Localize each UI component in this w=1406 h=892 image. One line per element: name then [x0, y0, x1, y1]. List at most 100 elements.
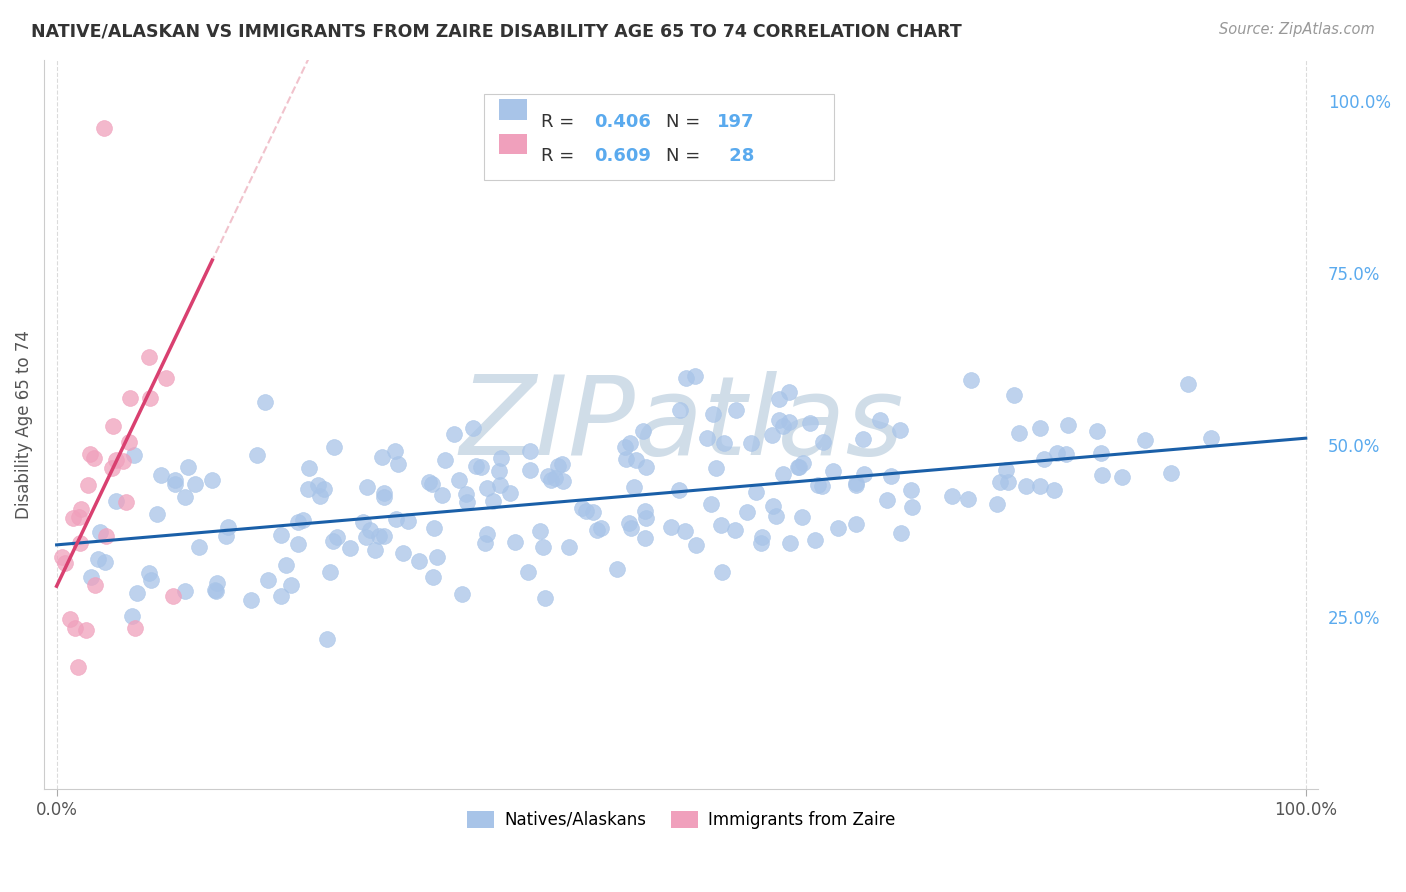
Point: [619, 436, 641, 450]
Point: [163, 477, 186, 491]
Text: 0.609: 0.609: [595, 147, 651, 165]
Point: [634, 504, 657, 518]
Point: [540, 473, 562, 487]
Point: [70, 501, 93, 516]
Point: [551, 458, 574, 472]
Point: [591, 521, 613, 535]
Point: [519, 463, 541, 477]
Point: [1043, 483, 1066, 497]
Point: [456, 495, 478, 509]
Point: [488, 464, 510, 478]
Point: [768, 413, 790, 427]
Point: [449, 474, 471, 488]
Point: [852, 467, 875, 482]
Point: [53, 557, 76, 571]
Point: [287, 537, 309, 551]
Point: [668, 483, 690, 497]
Point: [696, 431, 718, 445]
Point: [58, 612, 80, 626]
Point: [724, 523, 747, 537]
Point: [531, 540, 554, 554]
Text: 28: 28: [723, 147, 755, 165]
Point: [443, 427, 465, 442]
Point: [155, 370, 177, 384]
Point: [146, 508, 169, 522]
Point: [215, 529, 238, 543]
Point: [385, 512, 408, 526]
Point: [291, 513, 314, 527]
Point: [373, 529, 395, 543]
Point: [387, 458, 409, 472]
Point: [614, 441, 637, 455]
FancyBboxPatch shape: [484, 94, 834, 180]
Text: 197: 197: [717, 113, 755, 131]
Point: [778, 415, 800, 429]
Point: [125, 585, 148, 599]
Point: [205, 576, 228, 591]
Point: [571, 501, 593, 516]
Point: [631, 424, 654, 438]
Point: [188, 541, 211, 555]
Point: [803, 533, 825, 547]
Point: [94, 529, 117, 543]
Point: [124, 620, 146, 634]
Point: [79, 447, 101, 461]
Point: [1002, 388, 1025, 402]
FancyBboxPatch shape: [499, 134, 527, 154]
Point: [585, 523, 607, 537]
Point: [309, 489, 332, 503]
Point: [246, 448, 269, 462]
Point: [307, 478, 329, 492]
Point: [744, 485, 766, 500]
Point: [529, 524, 551, 538]
Text: 0.406: 0.406: [595, 113, 651, 131]
Point: [488, 478, 510, 492]
Point: [257, 573, 280, 587]
Point: [799, 416, 821, 430]
Point: [422, 570, 444, 584]
Point: [749, 536, 772, 550]
Point: [1046, 446, 1069, 460]
Point: [204, 582, 226, 597]
Point: [516, 565, 538, 579]
Point: [463, 421, 485, 435]
Point: [418, 475, 440, 490]
Point: [699, 498, 721, 512]
Point: [280, 578, 302, 592]
Legend: Natives/Alaskans, Immigrants from Zaire: Natives/Alaskans, Immigrants from Zaire: [461, 804, 901, 836]
Point: [941, 490, 963, 504]
Point: [740, 436, 762, 450]
Point: [475, 481, 498, 495]
Point: [807, 478, 830, 492]
Point: [710, 565, 733, 579]
Point: [1028, 421, 1050, 435]
Point: [359, 523, 381, 537]
Point: [823, 464, 845, 478]
Point: [93, 121, 115, 136]
Point: [827, 521, 849, 535]
Point: [544, 471, 567, 485]
Point: [67, 510, 90, 524]
Point: [620, 521, 643, 535]
Point: [174, 490, 197, 504]
Point: [761, 427, 783, 442]
Text: N =: N =: [666, 147, 706, 165]
Point: [104, 452, 127, 467]
Point: [1160, 466, 1182, 480]
Point: [960, 373, 983, 387]
Point: [997, 475, 1019, 489]
Point: [683, 369, 706, 384]
Point: [205, 584, 228, 599]
Point: [184, 477, 207, 491]
Point: [217, 520, 239, 534]
Point: [685, 538, 707, 552]
Point: [477, 526, 499, 541]
Point: [869, 413, 891, 427]
Point: [852, 433, 875, 447]
Point: [659, 520, 682, 534]
Point: [77, 477, 100, 491]
Point: [150, 468, 173, 483]
Point: [988, 475, 1011, 489]
Point: [1201, 432, 1223, 446]
Point: [845, 517, 868, 532]
